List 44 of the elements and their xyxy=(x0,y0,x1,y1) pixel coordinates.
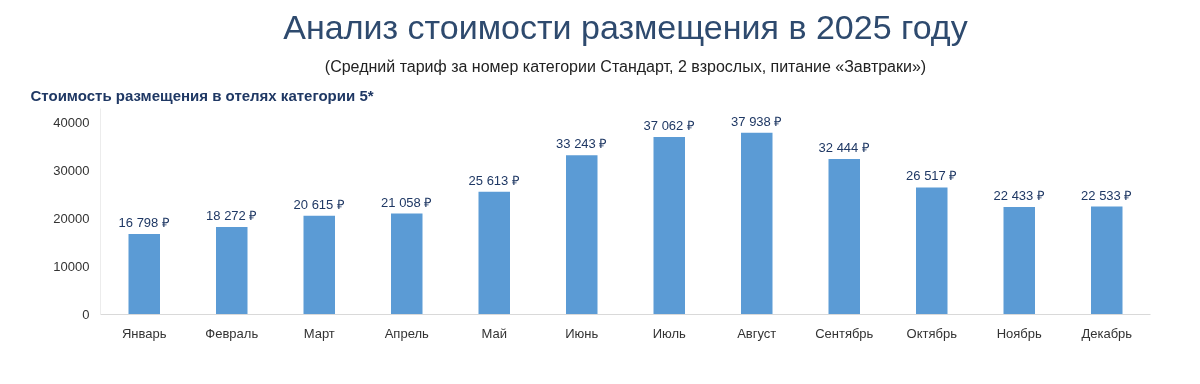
data-label: 16 798 ₽ xyxy=(118,215,170,231)
data-label: 25 613 ₽ xyxy=(468,172,520,188)
data-label: 18 272 ₽ xyxy=(206,207,258,223)
chart-title: Анализ стоимости размещения в 2025 году xyxy=(283,7,968,46)
bar xyxy=(566,155,598,315)
data-label: 37 062 ₽ xyxy=(643,117,695,133)
y-tick-label: 10000 xyxy=(53,259,90,275)
x-tick-label: Январь xyxy=(121,325,167,341)
y-tick-label: 0 xyxy=(82,307,90,322)
data-label: 22 533 ₽ xyxy=(1081,187,1133,203)
data-label: 20 615 ₽ xyxy=(293,196,345,212)
y-tick-label: 30000 xyxy=(53,163,90,179)
x-tick-label: Апрель xyxy=(384,325,430,341)
bar xyxy=(128,234,160,315)
data-label: 26 517 ₽ xyxy=(906,168,958,184)
x-tick-label: Ноябрь xyxy=(996,325,1043,341)
x-tick-label: Декабрь xyxy=(1081,325,1133,341)
bar xyxy=(1003,207,1035,315)
x-tick-label: Март xyxy=(303,325,335,341)
bar xyxy=(391,213,423,315)
x-tick-label: Август xyxy=(737,325,777,341)
bar xyxy=(653,136,685,315)
chart-subtitle: (Средний тариф за номер категории Стандарт, 2 взрослых, питание «Завтраки») xyxy=(324,57,927,75)
y-tick-label: 40000 xyxy=(53,115,90,131)
x-tick-label: Май xyxy=(481,325,507,341)
data-label: 37 938 ₽ xyxy=(731,113,783,129)
bar xyxy=(741,132,773,315)
x-tick-label: Июль xyxy=(652,325,687,341)
data-label: 32 444 ₽ xyxy=(818,140,870,156)
data-label: 22 433 ₽ xyxy=(993,188,1045,204)
bar xyxy=(216,226,248,315)
x-tick-label: Сентябрь xyxy=(815,325,874,341)
x-tick-label: Февраль xyxy=(205,325,259,341)
bar xyxy=(916,187,948,315)
bar xyxy=(1091,206,1123,315)
data-label: 33 243 ₽ xyxy=(556,136,608,152)
bar xyxy=(828,159,860,315)
y-tick-label: 20000 xyxy=(53,211,90,227)
bar xyxy=(478,191,510,315)
x-tick-label: Июнь xyxy=(565,325,599,341)
text: Стоимость размещения в отелях категории 5* xyxy=(30,86,374,104)
x-tick-label: Октябрь xyxy=(906,325,958,341)
bar xyxy=(303,215,335,315)
data-label: 21 058 ₽ xyxy=(381,194,433,210)
